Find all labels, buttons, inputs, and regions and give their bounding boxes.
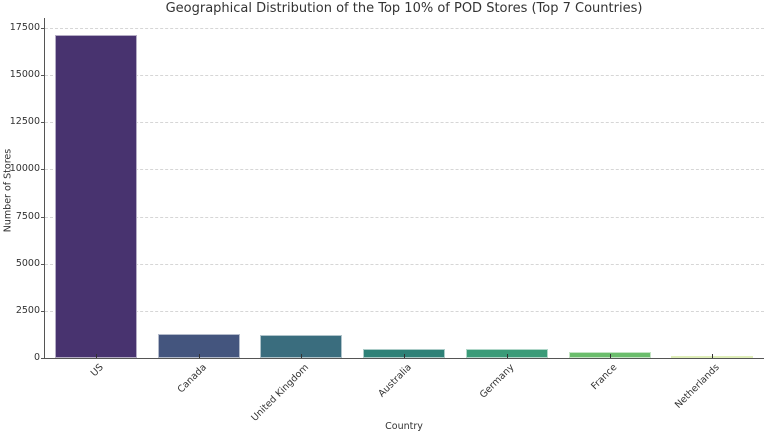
x-tick-mark <box>199 354 200 358</box>
x-tick-label: France <box>588 362 619 393</box>
y-tick-mark <box>41 311 44 312</box>
bar-germany <box>465 349 548 358</box>
y-tick-label: 2500 <box>15 305 40 316</box>
gridline <box>45 311 764 312</box>
y-tick-mark <box>41 217 44 218</box>
gridline <box>45 217 764 218</box>
gridline <box>45 122 764 123</box>
bar-canada <box>157 333 240 358</box>
y-tick-label: 12500 <box>9 116 40 127</box>
x-axis-label: Country <box>385 421 423 432</box>
chart-title: Geographical Distribution of the Top 10%… <box>165 1 643 16</box>
x-tick-mark <box>507 354 508 358</box>
gridline <box>45 169 764 170</box>
x-tick-label: Canada <box>175 362 209 396</box>
y-tick-label: 5000 <box>15 258 40 269</box>
x-tick-mark <box>610 354 611 358</box>
x-tick-label: US <box>88 362 106 379</box>
y-tick-mark <box>41 169 44 170</box>
gridline <box>45 264 764 265</box>
y-tick-mark <box>41 264 44 265</box>
x-tick-label: Netherlands <box>673 362 722 411</box>
gridline <box>45 28 764 29</box>
y-tick-mark <box>41 75 44 76</box>
y-axis-label: Number of Stores <box>2 148 14 233</box>
x-tick-mark <box>96 354 97 358</box>
bar-france <box>568 352 651 358</box>
y-tick-label: 15000 <box>9 69 40 80</box>
y-tick-label: 17500 <box>9 22 40 33</box>
y-axis-line <box>44 18 45 359</box>
y-tick-mark <box>41 28 44 29</box>
bar-us <box>55 34 137 358</box>
x-tick-label: Germany <box>477 362 517 401</box>
y-tick-label: 7500 <box>15 211 40 222</box>
x-tick-label: United Kingdom <box>249 362 312 424</box>
gridline <box>45 75 764 76</box>
y-tick-label: 10000 <box>9 163 40 174</box>
y-tick-label: 0 <box>33 352 40 363</box>
x-axis-line <box>44 358 764 359</box>
y-tick-mark <box>41 358 44 359</box>
y-tick-mark <box>41 122 44 123</box>
x-tick-mark <box>301 354 302 358</box>
x-tick-mark <box>404 354 405 358</box>
x-tick-label: Australia <box>376 362 414 400</box>
x-tick-mark <box>712 354 713 358</box>
